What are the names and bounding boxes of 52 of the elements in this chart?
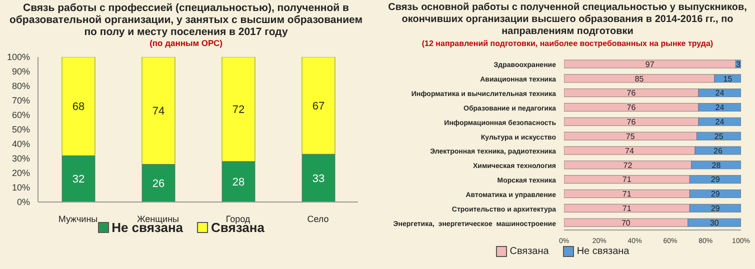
y-tick-label: 100% [6, 52, 30, 62]
data-label: 32 [72, 174, 85, 186]
y-tick-label: 10% [12, 182, 30, 193]
data-label: 30 [710, 218, 720, 228]
data-label: 68 [72, 101, 85, 114]
data-label: 24 [715, 118, 725, 127]
y-tick-label: 50% [12, 124, 30, 135]
chart-subtitle: (12 направлений подготовки, наиболее востребованных на рынке труда) [420, 38, 714, 49]
data-label: 97 [645, 60, 655, 69]
data-label: 28 [232, 176, 245, 189]
y-tick-label: 30% [12, 154, 30, 164]
y-tick-label: 20% [12, 168, 30, 178]
legend-label: Связана [510, 246, 549, 257]
data-label: 3 [736, 60, 742, 69]
data-label: 24 [715, 88, 725, 98]
chart-title: Связь основной работы с полученной специальностью у выпускников, окончивших организации высшего образования в 2014-2016 гг., по направлениям подготовки [387, 2, 748, 38]
data-label: 26 [714, 146, 723, 156]
data-label: 25 [714, 132, 724, 141]
data-label: 24 [715, 103, 725, 112]
chart-title: Связь работы с профессией (специальностью), полученной в образовательной организации, у занятых с высшим образованием по полу и месту поселения в 2017 году [8, 2, 364, 38]
data-label: 75 [626, 132, 636, 141]
data-label: 72 [623, 160, 633, 170]
y-tick-label: 0% [16, 197, 30, 208]
data-label: 74 [625, 146, 634, 156]
y-tick-label: 60% [12, 110, 30, 120]
data-label: 67 [312, 100, 325, 112]
data-label: 29 [710, 190, 720, 199]
data-label: 15 [723, 74, 733, 84]
data-label: 76 [626, 103, 636, 112]
y-tick-label: 70% [12, 96, 30, 106]
x-tick-label: Город [226, 214, 251, 224]
y-tick-label: 40% [12, 139, 30, 150]
data-label: 76 [626, 88, 636, 98]
y-tick-label: 90% [12, 66, 30, 77]
data-label: 70 [621, 218, 631, 228]
x-tick-label: Село [307, 214, 329, 224]
data-label: 71 [622, 175, 632, 184]
data-label: 71 [622, 204, 632, 214]
data-label: 28 [712, 160, 722, 170]
data-label: 29 [710, 175, 720, 184]
chart-subtitle: (по данным ОРС) [148, 38, 224, 49]
data-label: 26 [152, 178, 165, 190]
data-label: 74 [152, 106, 165, 118]
data-label: 85 [634, 74, 644, 84]
x-tick-label: Мужчины [58, 214, 98, 224]
y-tick-label: 80% [12, 81, 30, 92]
data-label: 33 [312, 172, 325, 185]
data-label: 72 [232, 104, 245, 116]
legend-label: Не связана [576, 246, 630, 257]
data-label: 76 [626, 118, 636, 127]
data-label: 71 [622, 190, 632, 199]
data-label: 29 [710, 204, 720, 214]
